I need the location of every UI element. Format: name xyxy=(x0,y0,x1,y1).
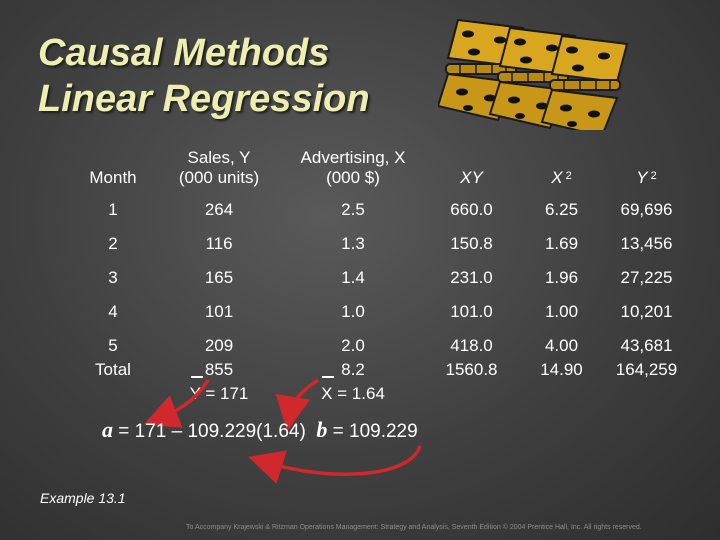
example-label: Example 13.1 xyxy=(40,490,126,506)
monthly-rows: 1 264 2.5 660.0 6.25 69,696 2 116 1.3 15… xyxy=(70,188,689,358)
y-squared-cell: 13,456 xyxy=(620,234,673,253)
arrow-from-b xyxy=(248,445,422,484)
xy-cell: 231.0 xyxy=(450,268,493,287)
advertising-cell: 1.3 xyxy=(341,234,365,253)
table-row: 5 209 2.0 418.0 4.00 43,681 xyxy=(70,324,689,358)
total-rows: Total 855 Y = 171 8.2 X = 1.64 1560.8 14… xyxy=(70,358,689,406)
regression-table: Month Sales, Y (000 units) Advertising, … xyxy=(70,148,689,406)
sales-cell: 116 xyxy=(205,234,233,253)
x-squared-cell: 4.00 xyxy=(544,336,579,355)
table-row: 1 264 2.5 660.0 6.25 69,696 xyxy=(70,188,689,222)
intercept-formula: a = 171 – 109.229(1.64) b = 109.229 xyxy=(102,417,418,443)
b-expression: = 109.229 xyxy=(332,421,418,442)
xy-total: 1560.8 xyxy=(445,360,498,379)
x-squared-cell: 1.00 xyxy=(544,302,579,321)
title-line-1: Causal Methods xyxy=(38,32,330,74)
advertising-total: 8.2 xyxy=(341,360,365,379)
hinge-graphic xyxy=(438,18,628,130)
xy-cell: 150.8 xyxy=(450,234,493,253)
month-cell: 3 xyxy=(108,268,118,287)
x-squared-cell: 1.69 xyxy=(544,234,579,253)
y-squared-total: 164,259 xyxy=(615,360,678,379)
a-variable: a xyxy=(102,417,113,442)
sales-total-cell: 855 Y = 171 xyxy=(156,358,282,406)
advertising-cell: 1.4 xyxy=(341,268,365,287)
table-row: 2 116 1.3 150.8 1.69 13,456 xyxy=(70,222,689,256)
month-cell: 4 xyxy=(108,302,118,321)
advertising-header: Advertising, X (000 $) xyxy=(300,148,406,187)
y-squared-cell: 43,681 xyxy=(620,336,673,355)
y-squared-cell: 10,201 xyxy=(620,302,673,321)
table-row: 4 101 1.0 101.0 1.00 10,201 xyxy=(70,290,689,324)
copyright-footer: To Accompany Krajewski & Ritzman Operati… xyxy=(186,524,642,531)
header-row: Month Sales, Y (000 units) Advertising, … xyxy=(70,148,689,188)
x-squared-cell: 1.96 xyxy=(544,268,579,287)
a-expression: = 171 – 109.229(1.64) xyxy=(118,421,306,442)
sales-cell: 209 xyxy=(204,336,234,355)
advertising-total-cell: 8.2 X = 1.64 xyxy=(282,358,424,406)
month-cell: 5 xyxy=(108,336,118,355)
month-header: Month xyxy=(89,168,137,187)
xy-header: XY xyxy=(460,168,483,187)
y-squared-cell: 27,225 xyxy=(620,268,673,287)
xy-cell: 660.0 xyxy=(450,200,493,219)
table-row: 3 165 1.4 231.0 1.96 27,225 xyxy=(70,256,689,290)
advertising-cell: 1.0 xyxy=(341,302,365,321)
advertising-cell: 2.5 xyxy=(341,200,365,219)
sales-cell: 264 xyxy=(204,200,234,219)
advertising-cell: 2.0 xyxy=(341,336,365,355)
x-mean: X = 1.64 xyxy=(321,376,385,406)
slide-title: Causal Methods Linear Regression xyxy=(38,30,370,122)
sales-header: Sales, Y (000 units) xyxy=(178,148,260,187)
mean-bar xyxy=(322,376,335,378)
xy-cell: 101.0 xyxy=(450,302,493,321)
x-squared-cell: 6.25 xyxy=(544,200,579,219)
sales-cell: 165 xyxy=(204,268,234,287)
y-mean: Y = 171 xyxy=(190,376,248,406)
y-squared-cell: 69,696 xyxy=(620,200,673,219)
total-label: Total xyxy=(95,360,131,379)
title-line-2: Linear Regression xyxy=(38,78,370,120)
month-cell: 1 xyxy=(108,200,118,219)
mean-bar xyxy=(190,376,203,378)
xy-cell: 418.0 xyxy=(450,336,493,355)
month-cell: 2 xyxy=(108,234,118,253)
sales-cell: 101 xyxy=(204,302,234,321)
b-variable: b xyxy=(316,417,328,442)
sales-total: 855 xyxy=(204,360,234,379)
total-row: Total 855 Y = 171 8.2 X = 1.64 1560.8 14… xyxy=(70,358,689,406)
x-squared-total: 14.90 xyxy=(540,360,583,379)
